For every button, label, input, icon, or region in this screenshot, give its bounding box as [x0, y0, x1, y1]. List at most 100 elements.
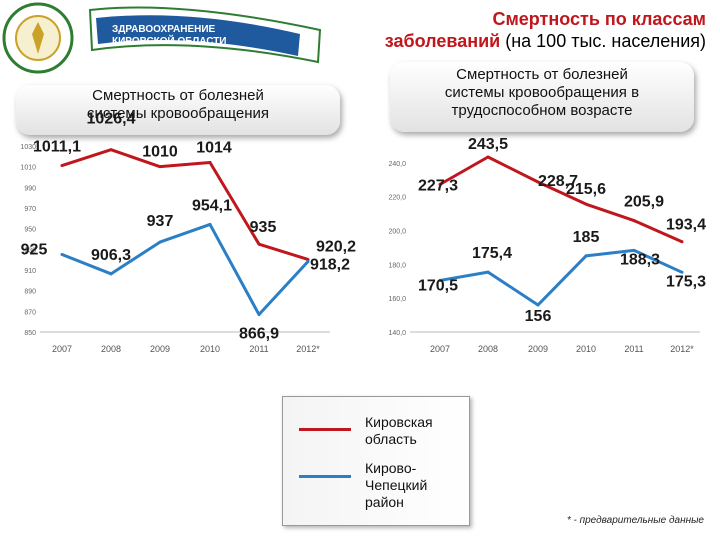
data-point: [632, 248, 636, 252]
data-point: [486, 155, 490, 159]
x-tick-label: 2010: [200, 344, 220, 354]
data-label: 170,5: [418, 277, 458, 294]
data-point: [486, 270, 490, 274]
data-label: 920,2: [316, 238, 356, 255]
x-tick-label: 2007: [430, 344, 450, 354]
y-tick-label: 140,0: [388, 330, 406, 337]
y-tick-label: 200,0: [388, 229, 406, 236]
chart-2: 140,0 160,0 180,0 200,0 220,0 240,0 2007 2008 20…: [388, 136, 706, 354]
data-label: 1011,1: [33, 139, 81, 156]
legend: Кировская область Кирово- Чепецкий район: [282, 396, 470, 526]
y-tick-label: 890: [24, 289, 36, 296]
data-label: 243,5: [468, 136, 508, 153]
x-tick-label: 2012*: [296, 344, 320, 354]
legend-label-chepetsk: Кирово- Чепецкий район: [365, 460, 428, 510]
data-label: 866,9: [239, 326, 279, 343]
x-tick-label: 2008: [101, 344, 121, 354]
data-point: [257, 242, 261, 246]
data-point: [584, 254, 588, 258]
data-label: 906,3: [91, 247, 131, 264]
data-point: [584, 202, 588, 206]
footnote: * - предварительные данные: [566, 515, 704, 526]
data-point: [158, 165, 162, 169]
x-tick-label: 2012*: [670, 344, 694, 354]
data-label: 1010: [142, 144, 178, 161]
right-header-line3: трудоспособном возрасте: [451, 102, 633, 119]
data-point: [306, 260, 310, 264]
x-tick-label: 2009: [150, 344, 170, 354]
data-point: [680, 240, 684, 244]
data-point: [632, 219, 636, 223]
title-rest: (на 100 тыс. населения): [500, 31, 706, 51]
y-tick-label: 990: [24, 185, 36, 192]
data-label: 156: [525, 308, 552, 325]
data-label: 935: [250, 219, 277, 236]
right-header-line2: системы кровообращения в: [444, 84, 640, 101]
page-title: Смертность по классам заболеваний (на 10…: [306, 8, 706, 52]
x-tick-label: 2011: [249, 344, 268, 354]
left-chart-header: Смертность от болезней системы кровообра…: [16, 85, 340, 135]
series-line-chepetsk: [439, 248, 683, 307]
data-point: [306, 257, 310, 261]
y-tick-label: 870: [24, 309, 36, 316]
left-header-line2: системы кровообращения: [87, 105, 269, 122]
charts-canvas: 850 870 890 910 930 950 970 990 1010 1030 2007 2008…: [20, 111, 706, 354]
y-tick-label: 1030: [20, 144, 36, 151]
y-tick-label: 930: [24, 247, 36, 254]
data-point: [536, 180, 540, 184]
data-label: 175,3: [666, 273, 706, 290]
data-label: 918,2: [310, 257, 350, 274]
y-tick-label: 1010: [20, 165, 36, 172]
y-tick-label: 180,0: [388, 262, 406, 269]
x-tick-label: 2011: [624, 344, 643, 354]
y-tick-label: 240,0: [388, 161, 406, 168]
data-point: [257, 313, 261, 317]
legend-line-chepetsk: [299, 475, 351, 478]
data-point: [60, 164, 64, 168]
data-label: 193,4: [666, 217, 706, 234]
logo: ЗДРАВООХРАНЕНИЕ КИРОВСКОЙ ОБЛАСТИ: [2, 2, 322, 74]
series-line-chepetsk: [61, 222, 310, 317]
x-tick-label: 2010: [576, 344, 596, 354]
data-point: [60, 253, 64, 256]
data-point: [109, 272, 113, 276]
logo-line1: ЗДРАВООХРАНЕНИЕ: [112, 24, 216, 35]
data-label: 925: [21, 242, 48, 259]
data-point: [438, 182, 442, 186]
left-header-line1: Смертность от болезней: [92, 87, 264, 104]
data-label: 1014: [196, 140, 232, 157]
data-point: [158, 240, 162, 244]
data-label: 188,3: [620, 251, 660, 268]
data-label: 937: [147, 213, 174, 230]
legend-line-kirov: [299, 428, 351, 431]
data-label: 228,7: [538, 173, 578, 190]
y-tick-label: 950: [24, 227, 36, 234]
y-tick-label: 970: [24, 206, 36, 213]
title-bold: заболеваний: [384, 31, 501, 51]
y-tick-label: 220,0: [388, 195, 406, 202]
data-point: [438, 278, 442, 282]
legend-label-kirov: Кировская область: [365, 414, 433, 447]
data-point: [109, 148, 113, 152]
x-tick-label: 2009: [528, 344, 548, 354]
title-line1: Смертность по классам: [492, 9, 706, 29]
y-tick-label: 910: [24, 268, 36, 275]
data-label: 227,3: [418, 177, 458, 194]
data-label: 185: [573, 229, 600, 246]
y-tick-label: 160,0: [388, 296, 406, 303]
x-tick-label: 2007: [52, 344, 72, 354]
data-label: 954,1: [192, 197, 232, 214]
data-label: 205,9: [624, 194, 664, 211]
data-label: 175,4: [472, 245, 512, 262]
data-point: [680, 270, 684, 274]
series-line-kirov: [61, 148, 309, 261]
data-label: 1026,4: [87, 111, 136, 128]
data-point: [208, 161, 212, 165]
data-point: [536, 303, 540, 307]
chart-1: 850 870 890 910 930 950 970 990 1010 1030 2007 2008…: [20, 111, 356, 354]
right-header-line1: Смертность от болезней: [456, 66, 628, 83]
y-tick-label: 850: [24, 330, 36, 337]
right-chart-header: Смертность от болезней системы кровообра…: [390, 62, 694, 132]
data-point: [208, 222, 212, 226]
x-tick-label: 2008: [478, 344, 498, 354]
